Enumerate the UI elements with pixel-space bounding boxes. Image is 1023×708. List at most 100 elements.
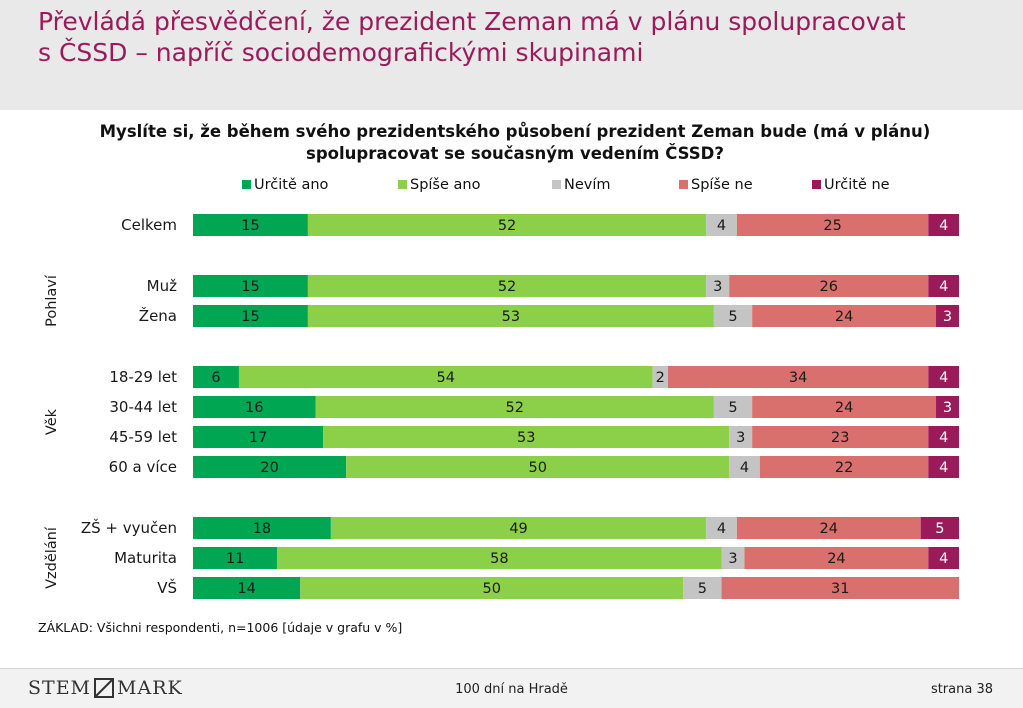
legend-label: Určitě ano bbox=[254, 177, 329, 193]
page-title: Převládá přesvědčení, že prezident Zeman… bbox=[38, 6, 1008, 68]
data-label: 4 bbox=[740, 460, 749, 476]
data-label: 24 bbox=[820, 521, 838, 537]
legend-swatch bbox=[552, 180, 561, 189]
legend-swatch bbox=[398, 180, 407, 189]
bar-segment-nevim bbox=[721, 547, 745, 569]
legend-label: Nevím bbox=[564, 177, 611, 193]
bar-row-60-a-vice: 60 a více 20 50 4 22 4 bbox=[109, 456, 959, 478]
bar-segment-urcite-ne bbox=[928, 426, 959, 448]
legend-label: Spíše ne bbox=[691, 177, 753, 193]
data-label: 25 bbox=[823, 218, 841, 234]
data-label: 16 bbox=[245, 400, 263, 416]
data-label: 4 bbox=[939, 430, 948, 446]
footer-divider bbox=[0, 668, 1023, 669]
legend-swatch bbox=[242, 180, 251, 189]
bar-segment-urcite-ano bbox=[193, 275, 308, 297]
bar-segment-spise-ano bbox=[315, 396, 714, 418]
bar-segment-urcite-ne bbox=[936, 396, 959, 418]
data-label: 5 bbox=[698, 581, 707, 597]
legend-label: Spíše ano bbox=[410, 177, 481, 193]
bar-segment-nevim bbox=[683, 577, 722, 599]
data-label: 3 bbox=[943, 400, 952, 416]
data-label: 20 bbox=[260, 460, 278, 476]
data-label: 26 bbox=[820, 279, 838, 295]
bar-segment-spise-ano bbox=[330, 517, 707, 539]
data-label: 4 bbox=[939, 370, 948, 386]
bar-segment-urcite-ano bbox=[193, 214, 308, 236]
bar-row-45-59-let: 45-59 let 17 53 3 23 4 bbox=[109, 426, 959, 448]
data-label: 31 bbox=[831, 581, 849, 597]
stem-mark-logo: STEM MARK bbox=[28, 677, 183, 699]
bar-segment-nevim bbox=[706, 275, 730, 297]
row-label: 45-59 let bbox=[109, 428, 177, 446]
bar-segment-spise-ano bbox=[300, 577, 684, 599]
legend-label: Určitě ne bbox=[824, 177, 890, 193]
data-label: 49 bbox=[509, 521, 527, 537]
bar-segment-urcite-ano bbox=[193, 517, 331, 539]
bar-row-muz: Muž 15 52 3 26 4 bbox=[147, 275, 959, 297]
bar-segment-urcite-ano bbox=[193, 577, 301, 599]
data-label: 15 bbox=[241, 279, 259, 295]
row-label: ZŠ + vyučen bbox=[81, 518, 177, 537]
data-label: 3 bbox=[943, 309, 952, 325]
bar-segment-spise-ano bbox=[277, 547, 722, 569]
question-line-2: spolupracovat se současným vedením ČSSD? bbox=[306, 144, 724, 163]
bar-segment-spise-ano bbox=[346, 456, 730, 478]
row-label: Žena bbox=[139, 306, 177, 325]
bar-segment-spise-ne bbox=[752, 305, 937, 327]
bar-segment-urcite-ne bbox=[920, 517, 959, 539]
bar-segment-urcite-ano bbox=[193, 426, 324, 448]
question-line-1: Myslíte si, že během svého prezidentskéh… bbox=[99, 122, 931, 141]
logo-slash-box-icon bbox=[94, 678, 115, 698]
legend-item-spise-ne: Spíše ne bbox=[679, 177, 753, 193]
page-number: strana 38 bbox=[930, 682, 993, 697]
group-label-vek: Věk bbox=[44, 408, 60, 435]
data-label: 54 bbox=[437, 370, 455, 386]
data-label: 4 bbox=[939, 218, 948, 234]
bar-row-maturita: Maturita 11 58 3 24 4 bbox=[114, 547, 959, 569]
bar-segment-nevim bbox=[713, 396, 753, 418]
stacked-bar-chart: Určitě ano Spíše ano Nevím Spíše ne Určitě n… bbox=[44, 177, 959, 599]
row-label: Celkem bbox=[121, 216, 177, 234]
bar-row-vs: VŠ 14 50 5 31 bbox=[157, 577, 959, 599]
bar-row-zena: Žena 15 53 5 24 3 bbox=[139, 305, 959, 327]
page-title-line-2: s ČSSD – napříč sociodemografickými skup… bbox=[38, 38, 644, 67]
group-label-pohlavi: Pohlaví bbox=[44, 274, 60, 327]
data-label: 4 bbox=[939, 279, 948, 295]
footer: STEM MARK 100 dní na Hradě strana 38 bbox=[0, 669, 1023, 708]
data-label: 4 bbox=[717, 218, 726, 234]
data-label: 5 bbox=[728, 309, 737, 325]
bar-segment-nevim bbox=[713, 305, 753, 327]
footer-center-text: 100 dní na Hradě bbox=[455, 682, 568, 697]
row-label: 30-44 let bbox=[109, 398, 177, 416]
bar-segment-spise-ne bbox=[736, 214, 929, 236]
bar-segment-urcite-ano bbox=[193, 366, 239, 388]
data-label: 24 bbox=[835, 400, 853, 416]
row-label: VŠ bbox=[157, 578, 177, 597]
data-label: 5 bbox=[935, 521, 944, 537]
bar-row-30-44-let: 30-44 let 16 52 5 24 3 bbox=[109, 396, 959, 418]
row-label: Maturita bbox=[114, 549, 177, 567]
data-label: 22 bbox=[835, 460, 853, 476]
data-label: 17 bbox=[249, 430, 267, 446]
legend-item-urcite-ne: Určitě ne bbox=[812, 177, 890, 193]
data-label: 3 bbox=[713, 279, 722, 295]
data-label: 6 bbox=[211, 370, 220, 386]
data-label: 52 bbox=[498, 218, 516, 234]
bar-segment-urcite-ano bbox=[193, 456, 347, 478]
bar-segment-spise-ne bbox=[736, 517, 921, 539]
data-label: 11 bbox=[226, 551, 244, 567]
bar-segment-spise-ne bbox=[759, 456, 929, 478]
bar-segment-urcite-ne bbox=[928, 275, 959, 297]
group-label-vzdelani: Vzdělání bbox=[44, 526, 60, 589]
data-label: 34 bbox=[789, 370, 807, 386]
bar-row-18-29-let: 18-29 let 6 54 2 34 4 bbox=[109, 366, 959, 388]
data-label: 24 bbox=[835, 309, 853, 325]
data-label: 3 bbox=[736, 430, 745, 446]
header-band: Převládá přesvědčení, že prezident Zeman… bbox=[0, 0, 1023, 110]
base-note: ZÁKLAD: Všichni respondenti, n=1006 [úda… bbox=[38, 620, 403, 635]
legend-item-urcite-ano: Určitě ano bbox=[242, 177, 329, 193]
bar-segment-nevim bbox=[729, 456, 760, 478]
data-label: 4 bbox=[717, 521, 726, 537]
bar-segment-urcite-ne bbox=[936, 305, 959, 327]
